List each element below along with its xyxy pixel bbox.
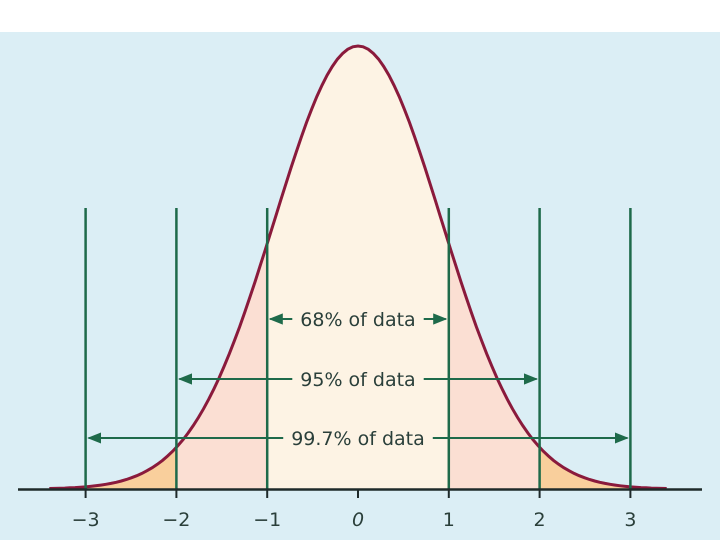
tick-label: 0 bbox=[352, 509, 364, 531]
tick-label: −2 bbox=[162, 509, 190, 531]
annotation-label: 68% of data bbox=[300, 309, 415, 331]
annotation-arrow: 95% of data bbox=[177, 369, 538, 391]
tick-label: 3 bbox=[624, 509, 636, 531]
tick-label: 2 bbox=[534, 509, 546, 531]
annotation-arrow: 99.7% of data bbox=[87, 428, 629, 450]
tick-labels: −3 −2 −1 0 1 2 3 bbox=[72, 509, 637, 531]
annotation-arrow: 68% of data bbox=[268, 309, 448, 331]
normal-curve bbox=[49, 44, 667, 490]
annotation-label: 95% of data bbox=[300, 369, 415, 391]
annotation-label: 99.7% of data bbox=[291, 428, 425, 450]
boundary-lines bbox=[84, 208, 632, 489]
center-band bbox=[267, 46, 449, 489]
tick-label: −1 bbox=[253, 509, 281, 531]
tick-marks bbox=[84, 489, 632, 498]
tick-label: −3 bbox=[72, 509, 100, 531]
tick-label: 1 bbox=[443, 509, 455, 531]
annotation-arrows: 68% of data 95% of data 99.7% of data bbox=[87, 309, 629, 450]
